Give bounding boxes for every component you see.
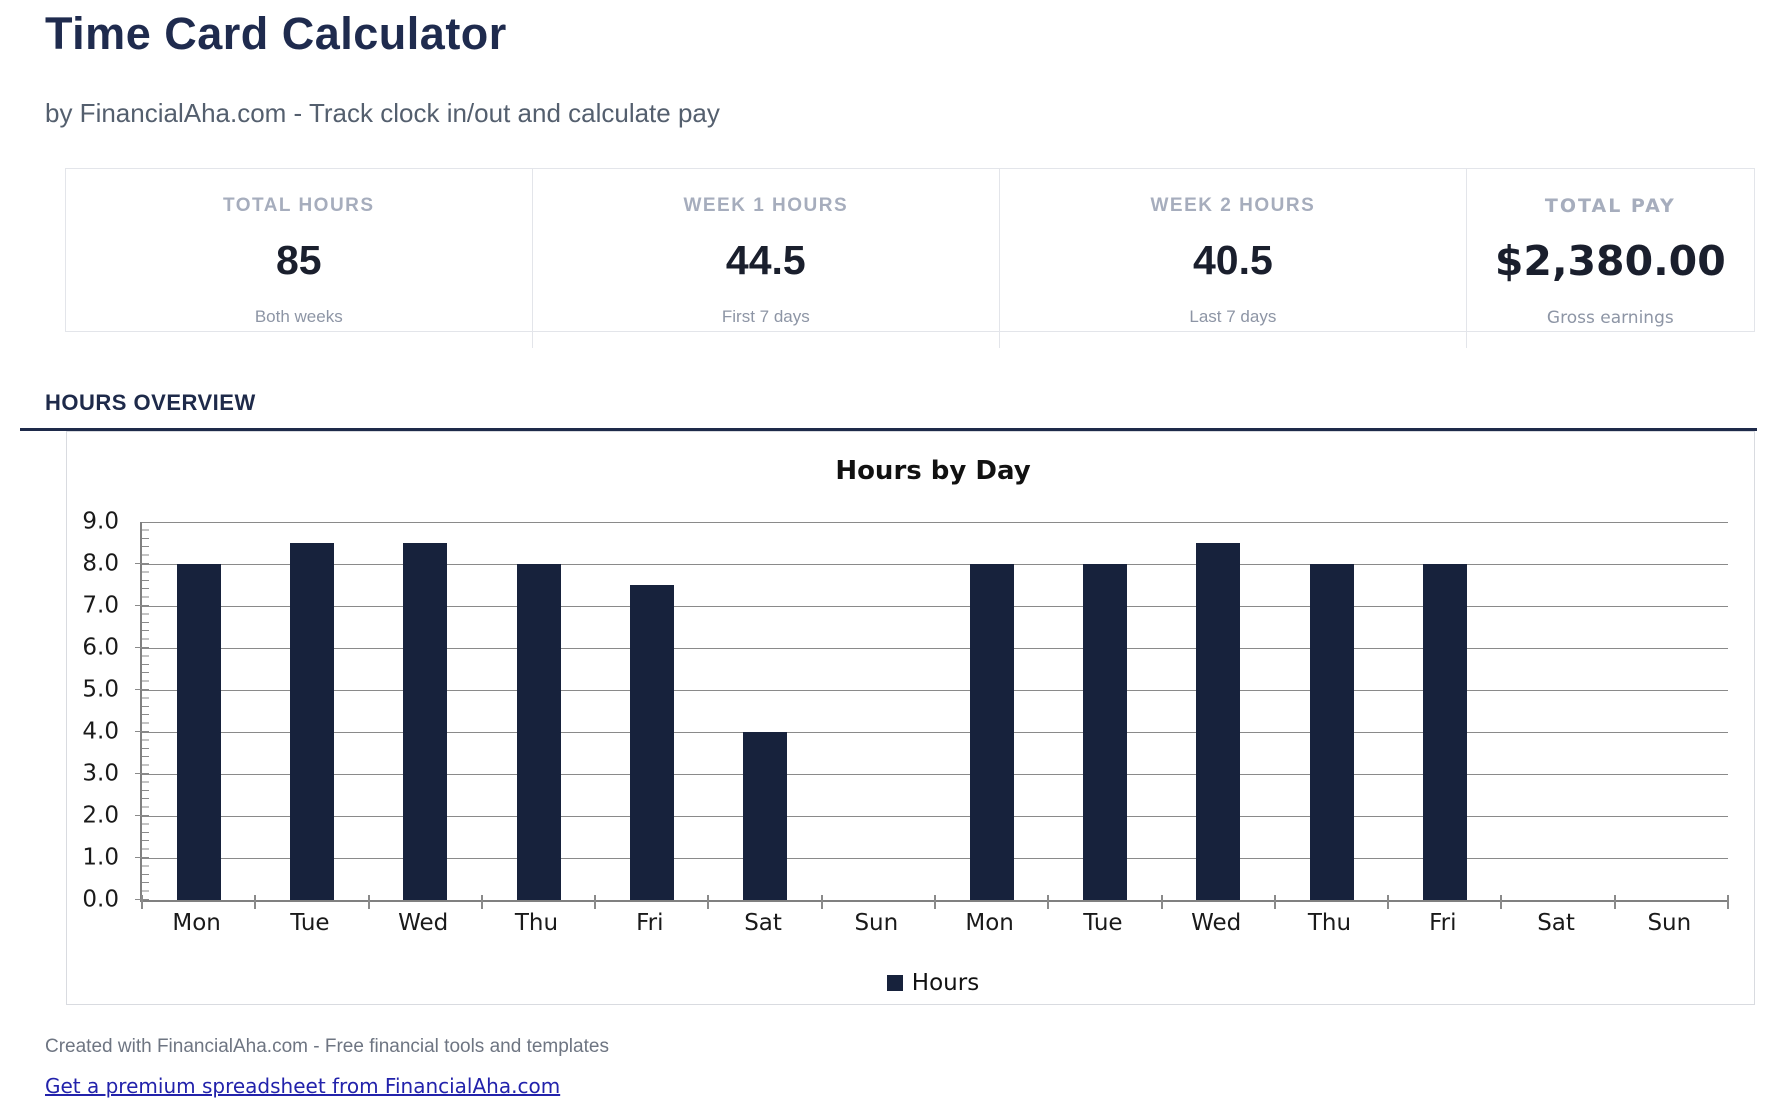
x-tick-label: Fri bbox=[1429, 910, 1457, 936]
stat-card-total-pay: TOTAL PAY $2,380.00 Gross earnings bbox=[1465, 169, 1754, 348]
stat-label: TOTAL PAY bbox=[1544, 195, 1676, 217]
bar-mon-week2 bbox=[969, 564, 1014, 900]
page-title: Time Card Calculator bbox=[45, 8, 507, 59]
x-tick-label: Tue bbox=[290, 910, 330, 936]
bar-wed-week2 bbox=[1196, 543, 1241, 900]
stat-value: 85 bbox=[275, 237, 322, 283]
bar-fri-week2 bbox=[1422, 564, 1467, 900]
bar-tue-week2 bbox=[1082, 564, 1127, 900]
x-tick-label: Wed bbox=[1191, 910, 1242, 936]
x-axis-tick bbox=[1613, 895, 1616, 909]
x-axis-tick bbox=[820, 895, 823, 909]
y-tick-label: 8.0 bbox=[82, 550, 119, 577]
x-tick-label: Sat bbox=[1537, 910, 1575, 936]
x-axis-tick bbox=[1727, 895, 1729, 909]
y-tick-label: 0.0 bbox=[82, 886, 119, 913]
x-axis-tick bbox=[1160, 895, 1163, 909]
grid-line bbox=[142, 774, 1728, 775]
y-axis-major-ticks bbox=[135, 522, 149, 900]
x-axis-tick bbox=[934, 895, 936, 909]
section-divider bbox=[20, 428, 1757, 431]
bar-fri-week1 bbox=[629, 585, 674, 900]
bar-thu-week1 bbox=[516, 564, 561, 900]
stat-card-week2-hours: WEEK 2 HOURS 40.5 Last 7 days bbox=[999, 169, 1466, 348]
grid-line bbox=[142, 690, 1728, 691]
grid-line bbox=[142, 648, 1728, 649]
x-tick-label: Wed bbox=[398, 910, 449, 936]
stat-value: $2,380.00 bbox=[1494, 237, 1726, 285]
grid-line bbox=[142, 564, 1728, 565]
x-axis-tick bbox=[1500, 895, 1503, 909]
x-axis-tick bbox=[367, 895, 370, 909]
footer-credit: Created with FinancialAha.com - Free fin… bbox=[45, 1036, 609, 1057]
x-tick-label: Sat bbox=[744, 910, 782, 936]
legend-swatch bbox=[886, 975, 903, 991]
page-subtitle: by FinancialAha.com - Track clock in/out… bbox=[45, 98, 720, 128]
bar-thu-week2 bbox=[1309, 564, 1354, 900]
x-tick-label: Thu bbox=[1307, 910, 1352, 936]
x-axis-tick bbox=[254, 895, 257, 909]
y-tick-label: 2.0 bbox=[82, 802, 119, 829]
legend-label: Hours bbox=[911, 970, 980, 996]
x-tick-label: Sun bbox=[1647, 910, 1692, 936]
section-heading-hours-overview: HOURS OVERVIEW bbox=[45, 390, 256, 415]
x-tick-label: Tue bbox=[1083, 910, 1123, 936]
plot-area bbox=[135, 522, 1729, 909]
stat-sublabel: Gross earnings bbox=[1546, 308, 1674, 328]
x-axis-tick bbox=[1047, 895, 1050, 909]
x-axis-labels: Mon Tue Wed Thu Fri Sat Sun Mon Tue Wed Thu Fri Sat S… bbox=[140, 910, 1726, 940]
stat-sublabel: First 7 days bbox=[721, 307, 810, 326]
grid-line bbox=[142, 816, 1728, 817]
stat-sublabel: Both weeks bbox=[254, 307, 343, 326]
bar-tue-week1 bbox=[289, 543, 334, 900]
stat-card-week1-hours: WEEK 1 HOURS 44.5 First 7 days bbox=[531, 169, 1000, 348]
grid-line bbox=[142, 606, 1728, 607]
x-tick-label: Sun bbox=[854, 910, 899, 936]
x-axis-tick bbox=[1387, 895, 1390, 909]
hours-by-day-chart: Hours by Day 0.0 1.0 2.0 3.0 4.0 5.0 6.0 7.0 8.0… bbox=[66, 431, 1755, 1005]
x-tick-label: Fri bbox=[636, 910, 664, 936]
grid-line bbox=[142, 732, 1728, 733]
x-axis-tick bbox=[707, 895, 710, 909]
bar-mon-week1 bbox=[176, 564, 221, 900]
x-axis-tick bbox=[141, 895, 143, 909]
grid-line bbox=[142, 858, 1728, 859]
stat-label: TOTAL HOURS bbox=[222, 195, 375, 216]
chart-legend: Hours bbox=[140, 970, 1726, 996]
x-axis-tick bbox=[1273, 895, 1276, 909]
stat-sublabel: Last 7 days bbox=[1189, 307, 1277, 326]
stat-value: 40.5 bbox=[1192, 237, 1273, 283]
y-tick-label: 7.0 bbox=[82, 592, 119, 619]
y-axis-labels: 0.0 1.0 2.0 3.0 4.0 5.0 6.0 7.0 8.0 9.0 bbox=[67, 510, 129, 911]
y-tick-label: 3.0 bbox=[82, 760, 119, 787]
grid-line bbox=[142, 522, 1728, 523]
x-tick-label: Thu bbox=[514, 910, 559, 936]
stats-row: TOTAL HOURS 85 Both weeks WEEK 1 HOURS 4… bbox=[65, 168, 1755, 348]
x-axis-tick bbox=[594, 895, 597, 909]
x-tick-label: Mon bbox=[172, 910, 221, 936]
y-tick-label: 1.0 bbox=[82, 844, 119, 871]
chart-title: Hours by Day bbox=[835, 456, 1031, 486]
x-axis-tick bbox=[480, 895, 483, 909]
stat-value: 44.5 bbox=[725, 237, 806, 283]
premium-spreadsheet-link[interactable]: Get a premium spreadsheet from Financial… bbox=[45, 1074, 561, 1098]
y-tick-label: 6.0 bbox=[82, 634, 119, 661]
bar-sat-week1 bbox=[743, 732, 788, 900]
stat-label: WEEK 1 HOURS bbox=[683, 195, 849, 216]
x-tick-label: Mon bbox=[965, 910, 1014, 936]
bar-wed-week1 bbox=[403, 543, 448, 900]
stat-card-total-hours: TOTAL HOURS 85 Both weeks bbox=[66, 169, 532, 348]
y-tick-label: 5.0 bbox=[82, 676, 119, 703]
y-tick-label: 4.0 bbox=[82, 718, 119, 745]
stat-label: WEEK 2 HOURS bbox=[1150, 195, 1316, 216]
y-tick-label: 9.0 bbox=[82, 508, 119, 535]
